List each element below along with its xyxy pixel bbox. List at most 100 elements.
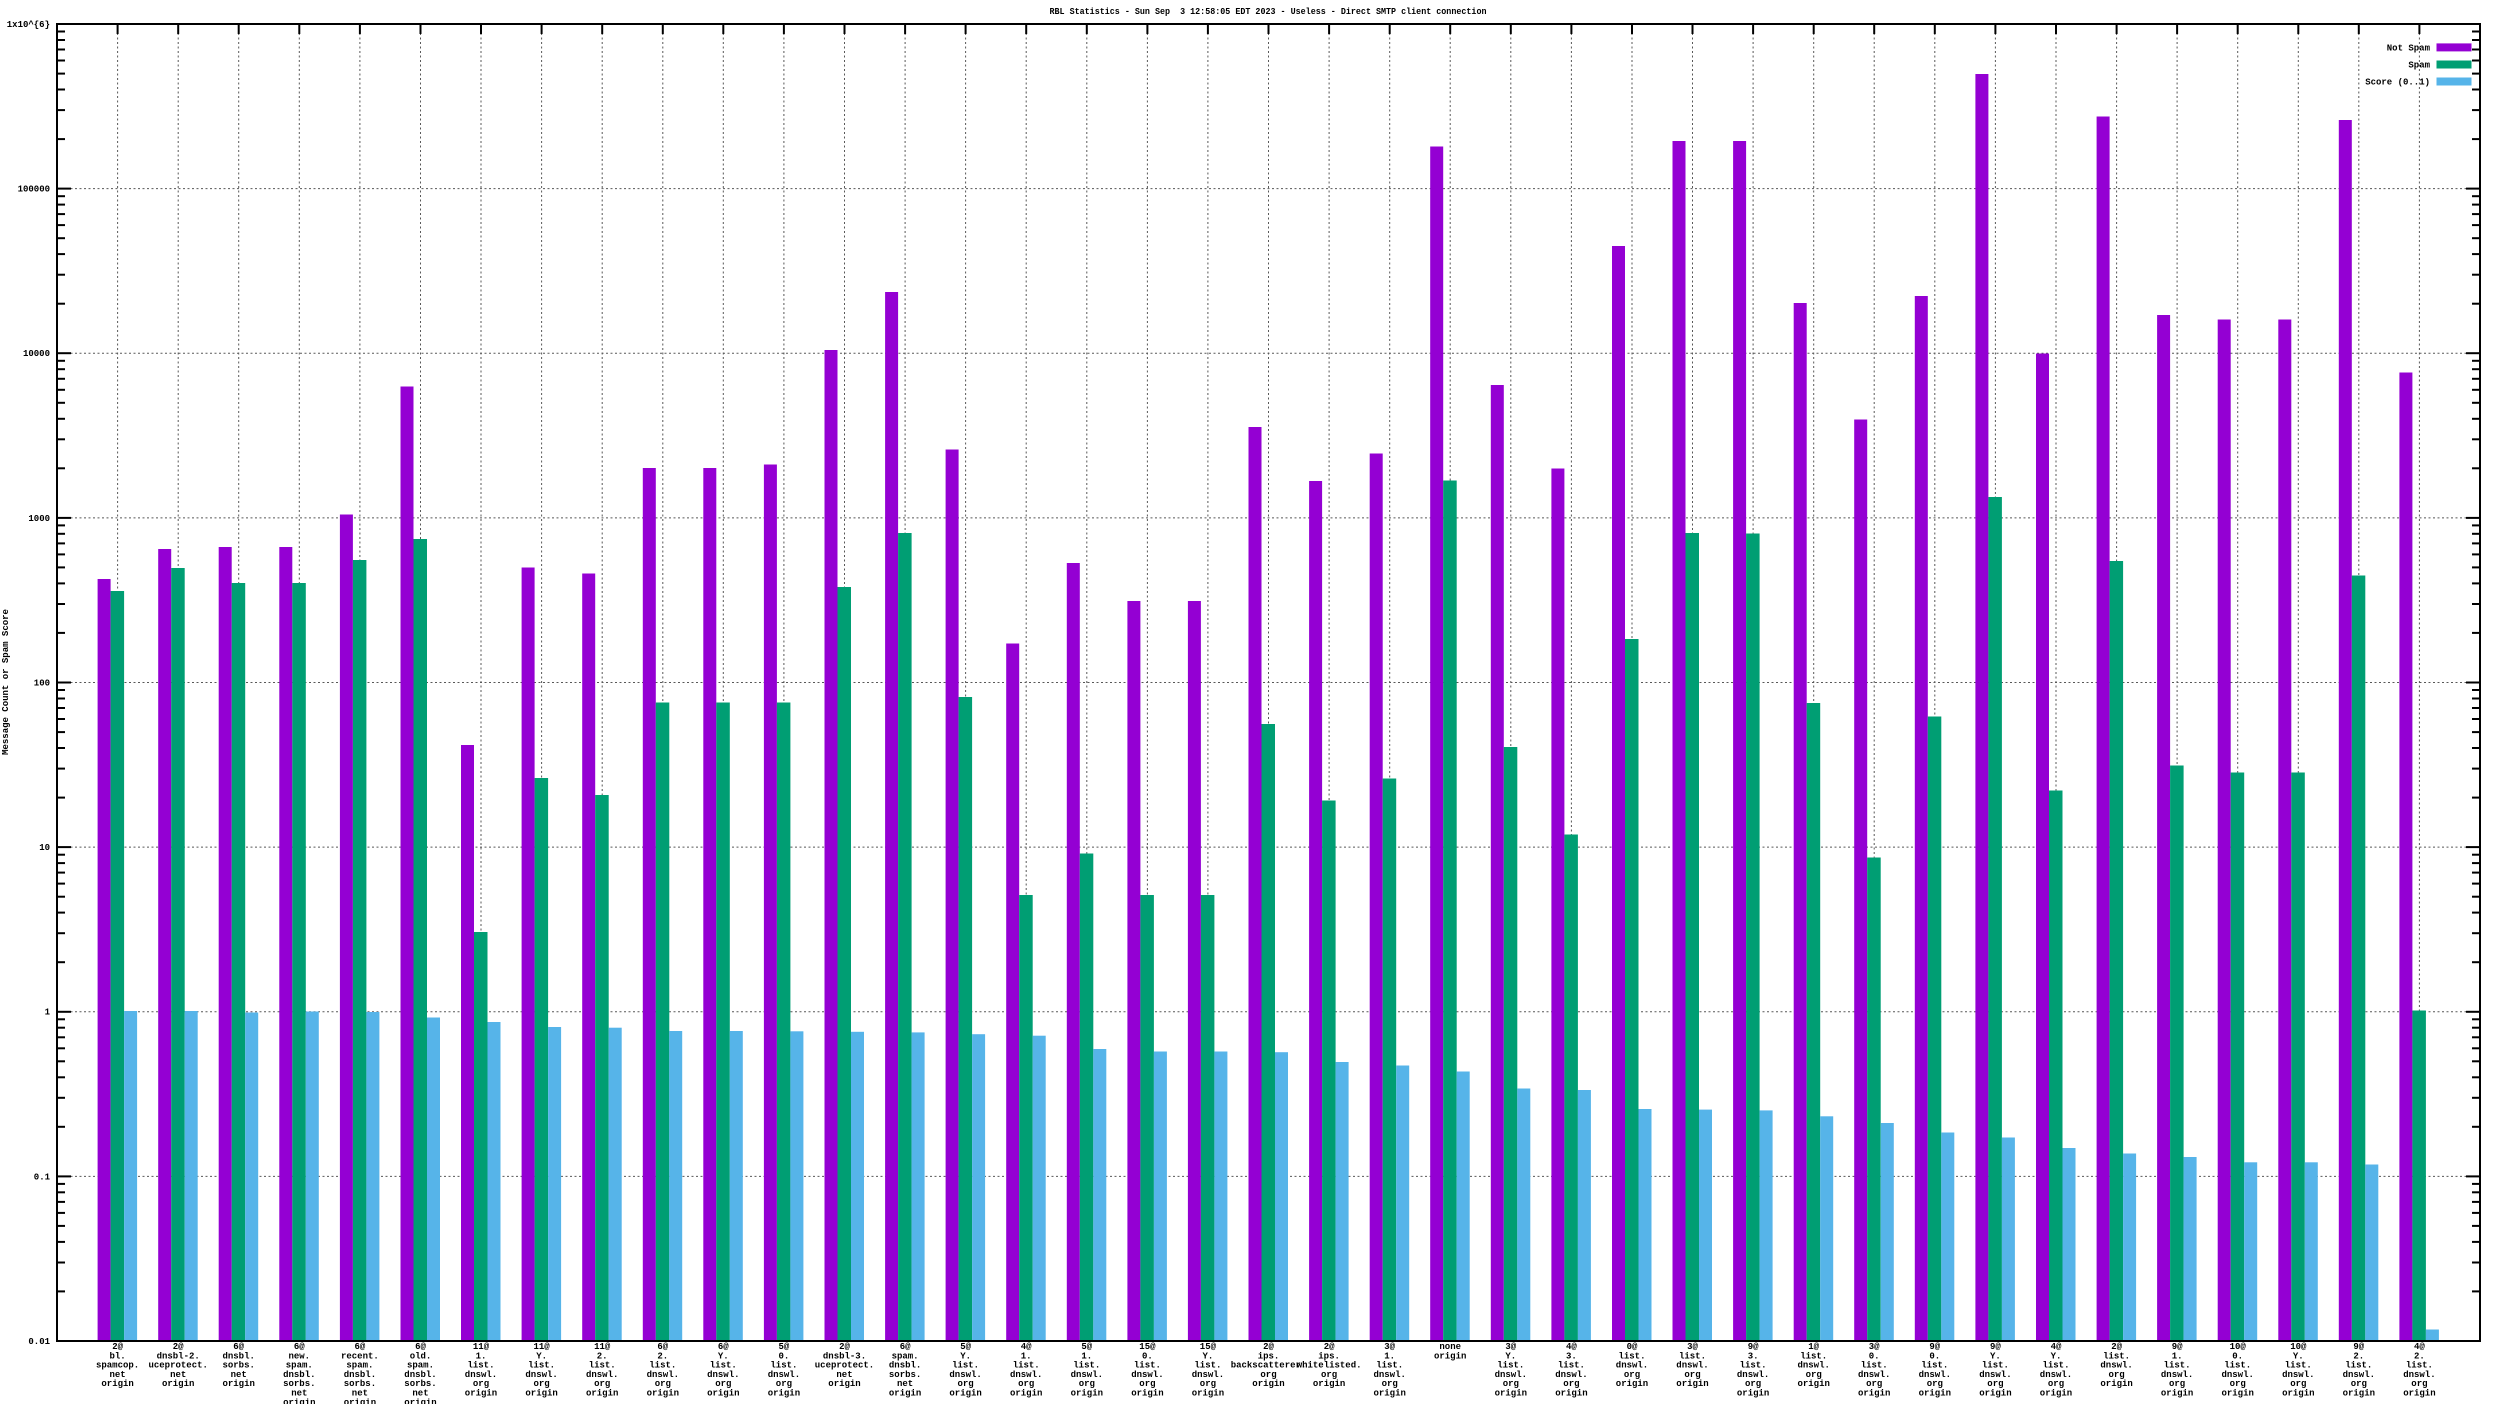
svg-text:org: org bbox=[1563, 1379, 1579, 1389]
svg-text:origin: origin bbox=[344, 1398, 376, 1404]
svg-text:origin: origin bbox=[404, 1398, 436, 1404]
svg-text:3.: 3. bbox=[1748, 1351, 1759, 1361]
svg-text:list.: list. bbox=[528, 1361, 555, 1371]
svg-text:list.: list. bbox=[770, 1361, 797, 1371]
svg-text:dnswl.: dnswl. bbox=[2282, 1370, 2314, 1380]
svg-text:origin: origin bbox=[2403, 1389, 2435, 1399]
svg-text:org: org bbox=[1987, 1379, 2003, 1389]
svg-text:Y.: Y. bbox=[2293, 1351, 2304, 1361]
svg-text:2@: 2@ bbox=[2111, 1342, 2122, 1352]
svg-text:1x10^{6}: 1x10^{6} bbox=[7, 20, 50, 30]
svg-text:recent.: recent. bbox=[341, 1351, 379, 1361]
svg-text:net: net bbox=[109, 1370, 125, 1380]
svg-text:list.: list. bbox=[1134, 1361, 1161, 1371]
svg-text:dnswl.: dnswl. bbox=[1555, 1370, 1587, 1380]
svg-text:3@: 3@ bbox=[1505, 1342, 1516, 1352]
svg-text:net: net bbox=[352, 1389, 368, 1399]
svg-text:spam.: spam. bbox=[286, 1361, 313, 1371]
svg-text:net: net bbox=[836, 1370, 852, 1380]
svg-text:dnswl.: dnswl. bbox=[1676, 1361, 1708, 1371]
svg-text:sorbs.: sorbs. bbox=[404, 1379, 436, 1389]
svg-text:2.: 2. bbox=[597, 1351, 608, 1361]
svg-text:origin: origin bbox=[1071, 1389, 1103, 1399]
svg-text:1.: 1. bbox=[1384, 1351, 1395, 1361]
svg-text:15@: 15@ bbox=[1139, 1342, 1156, 1352]
svg-text:list.: list. bbox=[1679, 1351, 1706, 1361]
svg-text:origin: origin bbox=[1010, 1389, 1042, 1399]
svg-text:2@: 2@ bbox=[1263, 1342, 1274, 1352]
svg-text:dnsbl-3.: dnsbl-3. bbox=[823, 1351, 866, 1361]
svg-text:list.: list. bbox=[710, 1361, 737, 1371]
svg-text:dnswl.: dnswl. bbox=[647, 1370, 679, 1380]
svg-text:origin: origin bbox=[1495, 1389, 1527, 1399]
svg-text:net: net bbox=[231, 1370, 247, 1380]
svg-text:dnsbl-2.: dnsbl-2. bbox=[157, 1351, 200, 1361]
svg-text:list.: list. bbox=[589, 1361, 616, 1371]
svg-text:list.: list. bbox=[649, 1361, 676, 1371]
svg-text:list.: list. bbox=[2164, 1361, 2191, 1371]
svg-text:100: 100 bbox=[34, 678, 50, 688]
svg-text:sorbs.: sorbs. bbox=[344, 1379, 376, 1389]
svg-text:list.: list. bbox=[467, 1361, 494, 1371]
svg-text:dnsbl.: dnsbl. bbox=[344, 1370, 376, 1380]
svg-text:0.: 0. bbox=[1869, 1351, 1880, 1361]
svg-text:list.: list. bbox=[1376, 1361, 1403, 1371]
svg-text:org: org bbox=[1503, 1379, 1519, 1389]
svg-text:15@: 15@ bbox=[1200, 1342, 1217, 1352]
svg-text:6@: 6@ bbox=[294, 1342, 305, 1352]
svg-text:1.: 1. bbox=[2172, 1351, 2183, 1361]
svg-text:list.: list. bbox=[1921, 1361, 1948, 1371]
svg-text:6@: 6@ bbox=[354, 1342, 365, 1352]
svg-text:origin: origin bbox=[101, 1379, 133, 1389]
svg-text:list.: list. bbox=[2224, 1361, 2251, 1371]
svg-text:origin: origin bbox=[1192, 1389, 1224, 1399]
svg-text:5@: 5@ bbox=[960, 1342, 971, 1352]
svg-text:org: org bbox=[1624, 1370, 1640, 1380]
svg-text:3@: 3@ bbox=[1869, 1342, 1880, 1352]
svg-text:list.: list. bbox=[952, 1361, 979, 1371]
svg-text:dnswl.: dnswl. bbox=[2221, 1370, 2253, 1380]
svg-text:list.: list. bbox=[1073, 1361, 1100, 1371]
svg-text:backscatterer.: backscatterer. bbox=[1231, 1361, 1307, 1371]
svg-text:org: org bbox=[1139, 1379, 1155, 1389]
svg-text:none: none bbox=[1439, 1342, 1461, 1352]
svg-text:0.: 0. bbox=[1929, 1351, 1940, 1361]
svg-text:5@: 5@ bbox=[778, 1342, 789, 1352]
svg-text:1000: 1000 bbox=[28, 514, 50, 524]
svg-text:10@: 10@ bbox=[2290, 1342, 2307, 1352]
svg-text:0.01: 0.01 bbox=[28, 1337, 50, 1347]
svg-text:origin: origin bbox=[1373, 1389, 1405, 1399]
svg-text:list.: list. bbox=[2103, 1351, 2130, 1361]
svg-text:list.: list. bbox=[2406, 1361, 2433, 1371]
svg-text:origin: origin bbox=[2100, 1379, 2132, 1389]
svg-text:org: org bbox=[1079, 1379, 1095, 1389]
svg-text:Y.: Y. bbox=[1990, 1351, 2001, 1361]
svg-text:Y.: Y. bbox=[2051, 1351, 2062, 1361]
svg-text:dnswl.: dnswl. bbox=[2403, 1370, 2435, 1380]
svg-text:list.: list. bbox=[2345, 1361, 2372, 1371]
svg-text:old.: old. bbox=[410, 1351, 432, 1361]
svg-text:org: org bbox=[1321, 1370, 1337, 1380]
svg-text:dnswl.: dnswl. bbox=[2161, 1370, 2193, 1380]
svg-text:origin: origin bbox=[647, 1389, 679, 1399]
svg-text:dnswl.: dnswl. bbox=[1616, 1361, 1648, 1371]
svg-text:sorbs.: sorbs. bbox=[283, 1379, 315, 1389]
svg-text:origin: origin bbox=[1979, 1389, 2011, 1399]
svg-text:0.: 0. bbox=[2232, 1351, 2243, 1361]
svg-text:origin: origin bbox=[949, 1389, 981, 1399]
svg-text:list.: list. bbox=[1558, 1361, 1585, 1371]
svg-text:11@: 11@ bbox=[594, 1342, 611, 1352]
svg-text:origin: origin bbox=[283, 1398, 315, 1404]
svg-text:org: org bbox=[957, 1379, 973, 1389]
svg-text:ips.: ips. bbox=[1258, 1351, 1280, 1361]
svg-text:list.: list. bbox=[1982, 1361, 2009, 1371]
svg-text:9@: 9@ bbox=[2172, 1342, 2183, 1352]
svg-text:list.: list. bbox=[2042, 1361, 2069, 1371]
svg-text:dnsbl.: dnsbl. bbox=[222, 1351, 254, 1361]
svg-text:1@: 1@ bbox=[1808, 1342, 1819, 1352]
svg-text:2@: 2@ bbox=[839, 1342, 850, 1352]
svg-text:org: org bbox=[2411, 1379, 2427, 1389]
svg-text:dnswl.: dnswl. bbox=[1131, 1370, 1163, 1380]
svg-text:dnswl.: dnswl. bbox=[1071, 1370, 1103, 1380]
svg-text:list.: list. bbox=[1013, 1361, 1040, 1371]
